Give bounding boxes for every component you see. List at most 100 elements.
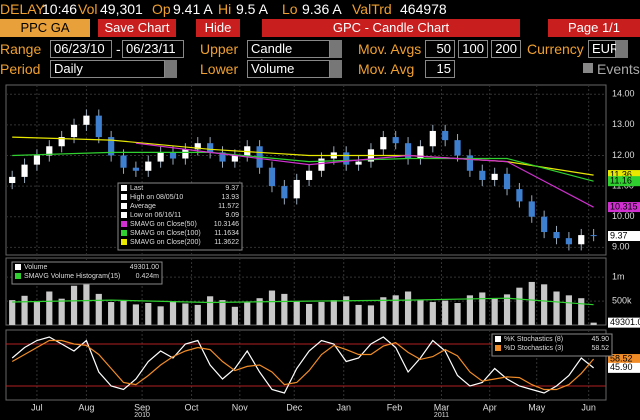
dropdown[interactable]: Volume	[247, 60, 330, 78]
legend-label: SMAVG Volume Histogram(15)	[24, 273, 120, 280]
bar	[244, 302, 251, 325]
candle-body	[479, 170, 486, 180]
candle-body	[528, 201, 535, 217]
hide-button[interactable]: Hide	[196, 19, 240, 37]
candle-body	[306, 170, 313, 180]
candle-body	[565, 238, 572, 245]
legend-box	[491, 333, 613, 357]
legend-value: 45.90	[591, 336, 609, 343]
bar	[145, 302, 152, 325]
legend-label: High on 08/05/10	[130, 194, 183, 201]
input[interactable]: 06/23/11	[122, 40, 184, 58]
legend-label: Volume	[24, 264, 47, 271]
candle-body	[9, 176, 16, 184]
bar	[330, 300, 337, 325]
candle-body	[343, 152, 350, 165]
x-tick-label: Mar	[434, 402, 450, 412]
label: Events	[597, 61, 640, 77]
value-tag-label: 9.37	[610, 230, 628, 240]
candle-body	[120, 155, 127, 168]
legend-swatch	[15, 273, 21, 279]
dropdown-arrow[interactable]	[616, 40, 628, 58]
legend-label: %D Stochastics (3)	[504, 345, 564, 352]
value-tag-label: 45.90	[610, 362, 633, 372]
value-tag	[608, 231, 640, 242]
series-line	[12, 151, 594, 182]
legend-swatch	[495, 336, 501, 342]
y-tick-label: 1m	[612, 272, 625, 282]
chart: 9.0010.0011.0012.0013.0014.0011.3611.161…	[5, 84, 640, 418]
label: Mov. Avg	[358, 61, 415, 77]
bar	[293, 301, 300, 325]
legend-swatch	[121, 212, 127, 218]
candle-body	[404, 143, 412, 159]
bar	[318, 302, 325, 325]
dropdown-arrow[interactable]	[330, 40, 342, 58]
bar	[256, 298, 263, 325]
bar	[417, 299, 424, 325]
label: Range	[0, 41, 42, 57]
x-tick-label: Feb	[387, 402, 403, 412]
bar	[454, 302, 461, 325]
label: Lo	[282, 1, 298, 17]
candle-body	[70, 124, 78, 138]
candle-body	[454, 140, 461, 156]
y-tick-label: 9.00	[612, 242, 630, 252]
input[interactable]: 200	[491, 40, 521, 58]
candle-body	[95, 115, 102, 138]
input[interactable]: 50	[425, 40, 455, 58]
save-button[interactable]: Save Chart	[98, 19, 176, 37]
x-tick-label: Jan	[336, 402, 351, 412]
candle-body	[169, 152, 177, 159]
legend-value: 11.1634	[214, 230, 239, 237]
candle-body	[392, 137, 399, 144]
legend-label: SMAVG on Close(50)	[130, 221, 197, 228]
bar	[392, 295, 399, 325]
bar	[466, 295, 474, 325]
candle-body	[491, 173, 498, 180]
legend-value: 11.3622	[214, 239, 239, 246]
candle-body	[590, 235, 597, 237]
x-tick-label: Oct	[185, 402, 200, 412]
y-tick-label: 14.00	[612, 89, 635, 99]
bar	[169, 301, 177, 325]
dropdown[interactable]: EUR	[588, 40, 619, 58]
bar	[491, 298, 498, 325]
candle-body	[108, 137, 115, 156]
bar	[46, 291, 53, 325]
dropdown-arrow[interactable]	[165, 60, 177, 78]
checkbox[interactable]	[583, 63, 593, 73]
dropdown[interactable]: Daily	[50, 60, 165, 78]
candle-body	[293, 179, 300, 199]
legend-label: SMAVG on Close(200)	[130, 239, 201, 246]
label: DELAY	[0, 1, 45, 17]
value-tag	[608, 317, 640, 328]
bar	[21, 295, 28, 325]
value-tag	[608, 354, 640, 365]
series-line	[135, 142, 594, 208]
y-tick-label: 13.00	[612, 119, 635, 129]
bar	[343, 296, 350, 325]
value-tag-label: 49301.00	[610, 317, 640, 327]
legend-swatch	[121, 239, 127, 245]
legend-label: Average	[130, 203, 156, 210]
value-tag-label: 11.36	[610, 169, 632, 179]
input[interactable]: 15	[425, 60, 455, 78]
bar	[219, 300, 226, 325]
year-label: 2010	[134, 412, 150, 418]
chart-title: GPC - Candle Chart	[262, 19, 520, 37]
bar	[83, 281, 90, 325]
label: Upper	[200, 41, 239, 57]
candle-body	[244, 146, 251, 156]
candle-body	[503, 173, 511, 190]
candle-body	[578, 235, 585, 245]
security[interactable]: PPC GA EQUITY	[0, 19, 90, 53]
input[interactable]: 100	[458, 40, 488, 58]
label: Mov. Avgs	[358, 41, 422, 57]
dropdown-arrow[interactable]	[330, 60, 342, 78]
bar	[380, 297, 387, 325]
input[interactable]: 06/23/10	[50, 40, 112, 58]
bar	[281, 293, 288, 325]
dropdown[interactable]: Candle Chart	[247, 40, 330, 72]
label: Currency	[527, 41, 584, 57]
